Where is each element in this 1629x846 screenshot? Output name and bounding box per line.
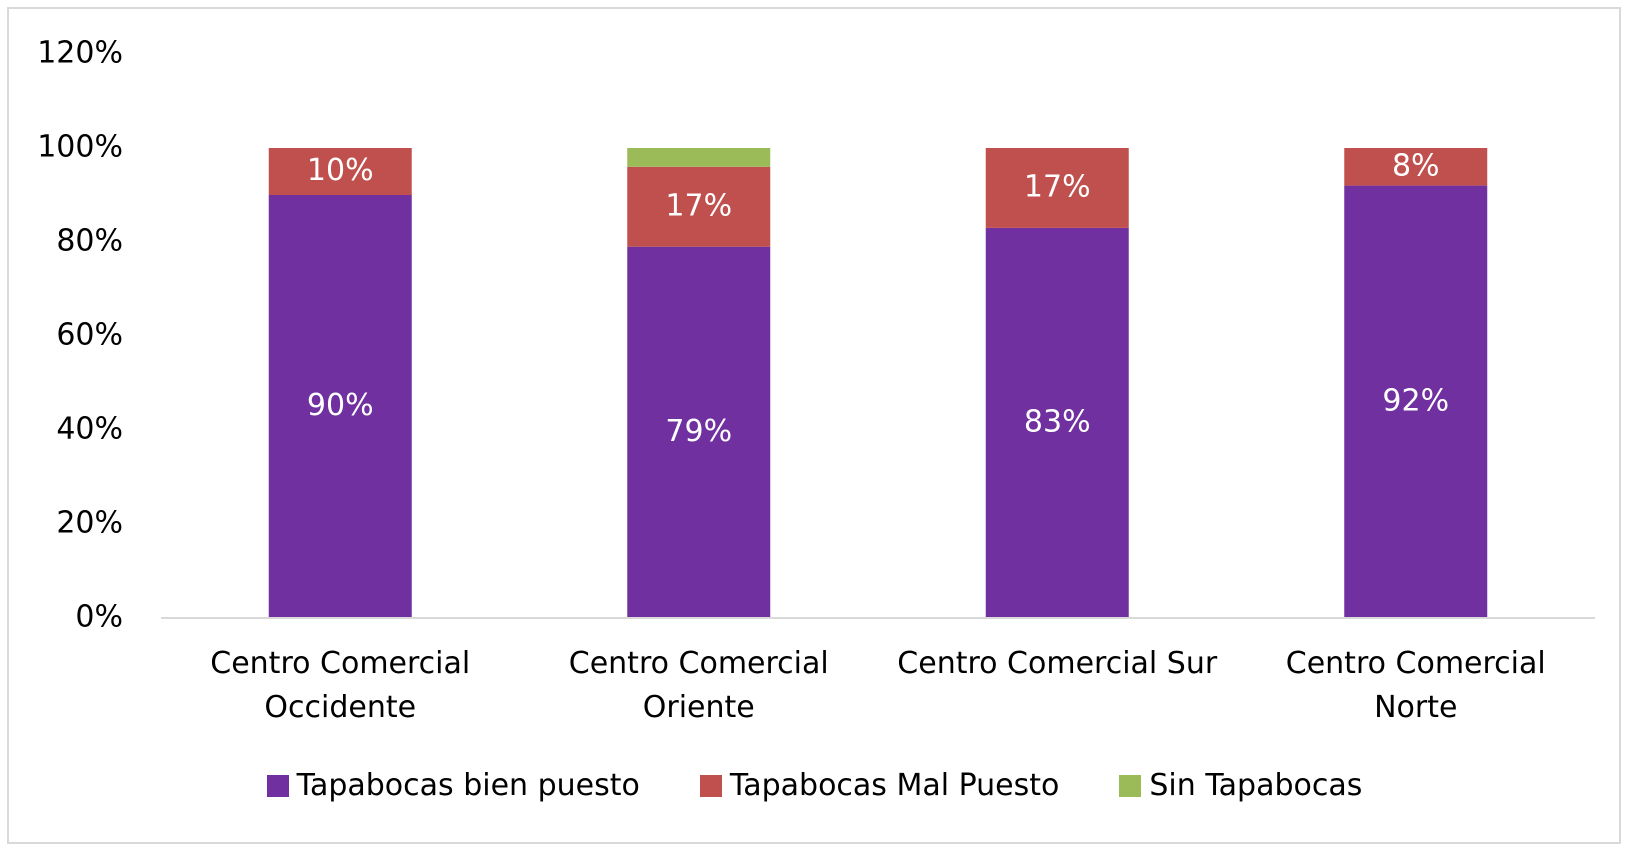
bar-segment [1344,148,1488,186]
x-tick-label: Centro Comercial Norte [1285,646,1546,725]
bar-segment [268,195,412,618]
y-tick-label: 80% [56,224,123,259]
legend-label: Tapabocas Mal Puesto [729,768,1060,803]
y-tick-label: 20% [56,506,123,541]
data-label: 83% [1024,404,1091,439]
bar-segment [627,148,771,167]
data-label: 17% [665,188,732,223]
bar-segment [627,246,771,618]
y-tick-label: 120% [37,36,123,71]
data-label: 17% [1024,169,1091,204]
legend-label: Sin Tapabocas [1149,768,1363,803]
legend-label: Tapabocas bien puesto [296,768,640,803]
legend: Tapabocas bien puesto Tapabocas Mal Puest… [0,768,1629,803]
data-label: 10% [307,153,374,188]
frame [7,7,1621,844]
y-tick-label: 0% [75,600,123,635]
data-label: 92% [1382,383,1449,418]
legend-swatch [266,774,289,797]
bar-segment [985,227,1129,618]
legend-item: Sin Tapabocas [1119,768,1362,803]
y-tick-label: 100% [37,130,123,165]
bar-segment [268,148,412,195]
x-tick-label: Centro Comercial Oriente [568,646,829,725]
y-tick-label: 60% [56,318,123,353]
legend-swatch [1119,774,1142,797]
bar-segment [1344,185,1488,618]
y-tick-label: 40% [56,412,123,447]
data-label: 8% [1392,148,1440,183]
bar-segment [985,148,1129,228]
x-tick-label: Centro Comercial Sur [897,646,1218,681]
legend-swatch [699,774,722,797]
legend-item: Tapabocas Mal Puesto [699,768,1060,803]
data-label: 79% [665,414,732,449]
data-label: 90% [307,388,374,423]
bar-segment [627,166,771,247]
x-tick-label: Centro Comercial Occidente [210,646,471,725]
legend-item: Tapabocas bien puesto [266,768,640,803]
